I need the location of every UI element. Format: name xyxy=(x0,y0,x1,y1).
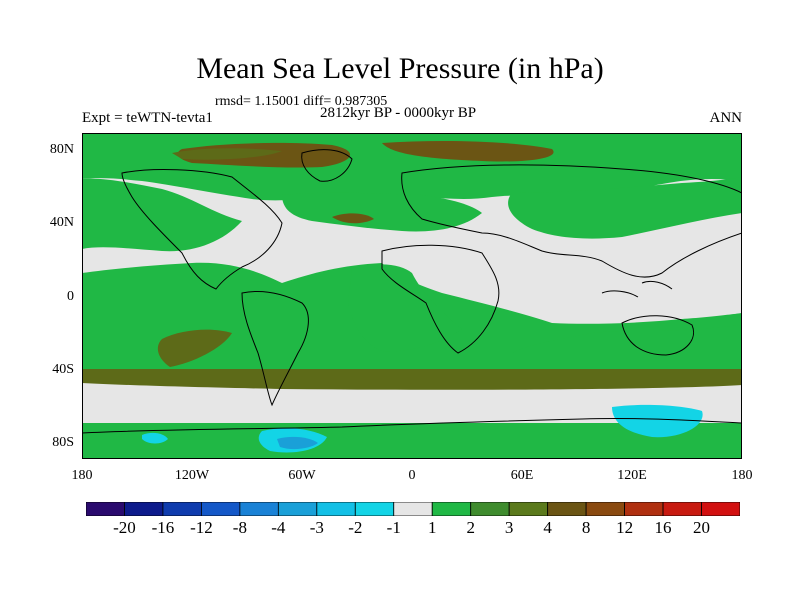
colorbar-swatch xyxy=(239,502,279,516)
colorbar xyxy=(86,502,740,516)
lon-label-180-right: 180 xyxy=(731,468,753,483)
time-period-label: 2812kyr BP - 0000kyr BP xyxy=(320,105,477,121)
africa-outline xyxy=(381,244,500,354)
colorbar-swatch xyxy=(508,502,549,516)
colorbar-label: 20 xyxy=(693,518,711,537)
greenland-outline xyxy=(301,149,353,182)
colorbar-swatch xyxy=(316,502,356,516)
eurasia-outline xyxy=(401,164,742,278)
arctic-olive-region xyxy=(172,148,282,160)
pressure-map xyxy=(82,133,742,459)
colorbar-label: 2 xyxy=(466,518,475,537)
colorbar-label: -4 xyxy=(271,518,286,537)
antarctic-neutral-band xyxy=(82,391,742,423)
atlantic-brown-spot xyxy=(332,213,374,224)
lat-label-40s: 40S xyxy=(52,362,74,377)
colorbar-label: -2 xyxy=(348,518,363,537)
antarctic-green-band xyxy=(82,423,742,459)
colorbar-swatch xyxy=(393,502,433,516)
colorbar-swatch xyxy=(547,502,587,516)
antarctic-blue-core xyxy=(277,436,318,450)
lon-label-180-left: 180 xyxy=(71,468,93,483)
north-america-outline xyxy=(121,169,283,290)
colorbar-swatch xyxy=(662,502,702,516)
continent-outlines xyxy=(121,149,742,407)
colorbar-label: 8 xyxy=(581,518,591,537)
south-pacific-olive-high xyxy=(157,329,232,367)
lon-label-60w: 60W xyxy=(288,468,316,483)
siberia-high-region xyxy=(382,141,554,162)
lon-label-120e: 120E xyxy=(617,468,647,483)
colorbar-label: 4 xyxy=(543,518,552,537)
colorbar-label: -12 xyxy=(190,518,213,537)
lat-label-0: 0 xyxy=(67,289,74,304)
north-pacific-green xyxy=(82,178,242,252)
colorbar-label: -3 xyxy=(309,518,324,537)
antarctica-coastline xyxy=(82,417,742,434)
colorbar-swatch xyxy=(470,502,510,516)
colorbar-swatch xyxy=(277,502,318,516)
colorbar-swatch xyxy=(585,502,625,516)
antarctic-cyan-east xyxy=(612,404,703,438)
chart-title: Mean Sea Level Pressure (in hPa) xyxy=(196,52,604,85)
colorbar-swatch xyxy=(624,502,664,516)
lat-label-80s: 80S xyxy=(52,435,74,450)
colorbar-swatch xyxy=(201,502,241,516)
lon-label-60e: 60E xyxy=(510,468,534,483)
colorbar-label: -20 xyxy=(113,518,136,537)
map-frame xyxy=(82,133,742,459)
colorbar-label: 3 xyxy=(504,518,514,537)
colorbar-label: -8 xyxy=(232,518,247,537)
colorbar-label: 12 xyxy=(616,518,634,537)
experiment-label: Expt = teWTN-tevta1 xyxy=(82,110,213,126)
indian-ocean-green xyxy=(512,325,742,383)
antarctic-cyan-small xyxy=(142,432,168,444)
lat-label-80n: 80N xyxy=(49,142,74,157)
colorbar-label: 16 xyxy=(654,518,672,537)
lon-label-120w: 120W xyxy=(174,468,210,483)
australia-outline xyxy=(621,315,694,356)
colorbar-swatch xyxy=(431,502,472,516)
colorbar-swatch xyxy=(86,502,125,516)
lat-label-40n: 40N xyxy=(49,215,74,230)
colorbar-label: 1 xyxy=(427,518,437,537)
colorbar-label: -1 xyxy=(386,518,401,537)
maritime-continent-outline xyxy=(601,280,673,298)
season-label: ANN xyxy=(709,110,743,126)
asia-green-region xyxy=(508,177,742,239)
rmsd-diff-stats: rmsd= 1.15001 diff= 0.987305 xyxy=(215,94,388,109)
colorbar-swatch xyxy=(162,502,202,516)
southern-ocean-olive-strip xyxy=(82,369,742,390)
colorbar-swatch xyxy=(701,502,740,516)
colorbar-label: -16 xyxy=(151,518,175,537)
south-atlantic-green xyxy=(348,264,462,352)
south-america-outline xyxy=(241,290,309,407)
lon-label-0: 0 xyxy=(408,468,416,483)
colorbar-swatch xyxy=(354,502,395,516)
colorbar-swatch xyxy=(124,502,164,516)
